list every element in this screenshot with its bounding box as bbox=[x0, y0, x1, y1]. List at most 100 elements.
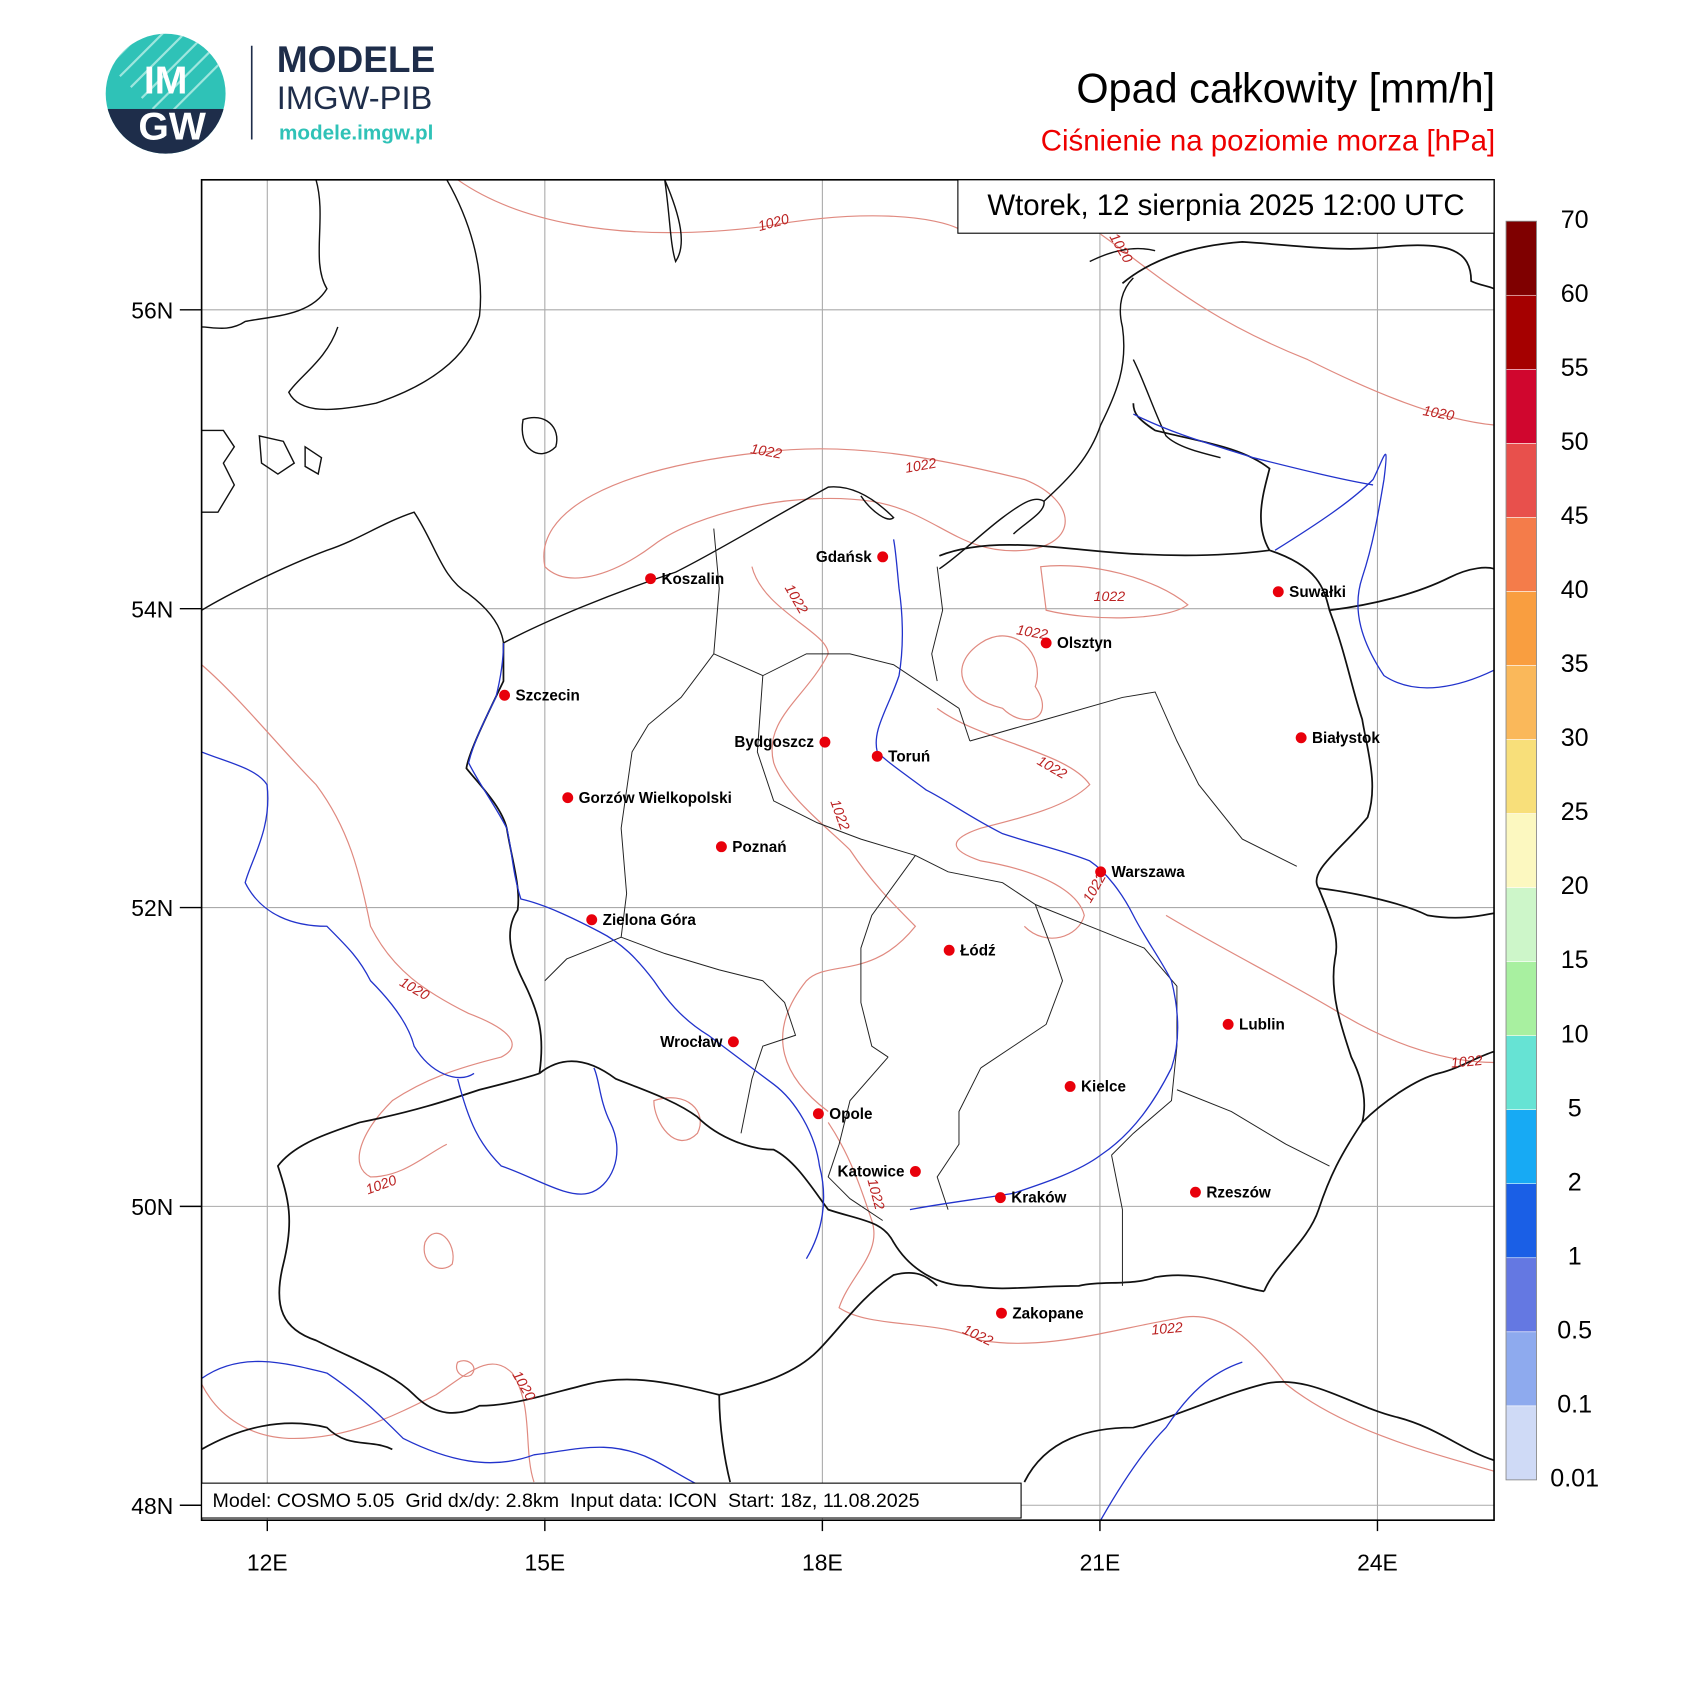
city-marker bbox=[1064, 1081, 1076, 1092]
colorbar-box bbox=[1505, 517, 1537, 592]
city-name: Bydgoszcz bbox=[734, 734, 814, 751]
footer-box bbox=[201, 1482, 1022, 1519]
brand-org: IMGW-PIB bbox=[277, 79, 433, 116]
city-marker bbox=[1040, 637, 1052, 649]
city-marker bbox=[1272, 586, 1284, 598]
valid-time: Wtorek, 12 sierpnia 2025 12:00 UTC bbox=[987, 189, 1464, 222]
isobar-label: 1020 bbox=[397, 974, 432, 1004]
city-marker bbox=[1095, 866, 1107, 878]
city-marker bbox=[1190, 1186, 1201, 1198]
city-marker bbox=[996, 1307, 1007, 1319]
city-name: Zakopane bbox=[1012, 1305, 1083, 1322]
colorbar-label: 40 bbox=[1561, 576, 1589, 604]
isobar-label: 1022 bbox=[1094, 589, 1126, 605]
axes: 12E 15E 18E 21E 24E 48N 50N 52N 54N 56N bbox=[131, 298, 1398, 1576]
map-frame bbox=[200, 178, 1495, 1522]
x-tick-label: 15E bbox=[524, 1549, 565, 1575]
colorbar-box bbox=[1505, 739, 1537, 814]
model-info: Model: COSMO 5.05 Grid dx/dy: 2.8km Inpu… bbox=[213, 1490, 920, 1512]
colorbar-box bbox=[1505, 220, 1537, 296]
colorbar-box bbox=[1505, 961, 1537, 1036]
isobar-label: 1022 bbox=[1080, 870, 1110, 905]
y-tick-label: 52N bbox=[131, 895, 173, 921]
isobar-label: 1022 bbox=[749, 441, 783, 462]
isobar-label: 1022 bbox=[1450, 1053, 1483, 1072]
city-name: Opole bbox=[829, 1106, 872, 1123]
city-marker bbox=[562, 792, 574, 804]
logo-text: IM bbox=[144, 59, 188, 103]
logo-text: GW bbox=[138, 104, 206, 148]
colorbar-label: 55 bbox=[1561, 354, 1589, 382]
city-name: Katowice bbox=[838, 1164, 905, 1181]
city-name: Warszawa bbox=[1112, 864, 1186, 881]
city-marker bbox=[1222, 1018, 1234, 1030]
city-marker bbox=[1295, 732, 1307, 744]
grid-layer bbox=[201, 179, 1495, 1521]
city-marker bbox=[871, 750, 883, 762]
isobar-label: 1022 bbox=[904, 456, 938, 477]
city-marker bbox=[909, 1166, 921, 1177]
colorbar-box bbox=[1505, 1183, 1537, 1259]
colorbar-label: 25 bbox=[1561, 798, 1589, 826]
city-marker bbox=[727, 1036, 739, 1048]
city-name: Białystok bbox=[1312, 730, 1380, 747]
colorbar-label: 60 bbox=[1561, 280, 1589, 308]
isobar-labels: 1020 1020 1020 1022 1022 1022 1022 1022 1022 1022… bbox=[364, 211, 1483, 1403]
isobar-label: 1022 bbox=[960, 1322, 995, 1350]
y-tick-label: 50N bbox=[131, 1194, 173, 1220]
city-name: Kielce bbox=[1081, 1079, 1126, 1096]
colorbar-box bbox=[1505, 591, 1537, 666]
title: Opad całkowity [mm/h] bbox=[1076, 65, 1495, 111]
rivers bbox=[201, 413, 1495, 1521]
isobar-label: 1022 bbox=[1034, 753, 1069, 783]
colorbar-label: 0.5 bbox=[1557, 1316, 1592, 1344]
city-name: Kraków bbox=[1011, 1190, 1066, 1207]
city-name: Suwałki bbox=[1289, 584, 1346, 601]
city-name: Poznań bbox=[732, 839, 786, 856]
logo: IM GW MODELE IMGW-PIB modele.imgw.pl bbox=[105, 33, 435, 154]
colorbar-box bbox=[1505, 1257, 1537, 1333]
national-borders bbox=[201, 241, 1495, 1483]
city-marker bbox=[943, 944, 955, 956]
y-tick-label: 56N bbox=[131, 298, 173, 324]
colorbar-box bbox=[1505, 887, 1537, 962]
colorbar-box bbox=[1505, 1405, 1537, 1481]
city-marker bbox=[877, 551, 889, 563]
colorbar-box bbox=[1505, 294, 1537, 370]
brand: MODELE bbox=[277, 38, 435, 80]
city-name: Szczecin bbox=[515, 687, 579, 704]
colorbar-label: 5 bbox=[1568, 1094, 1582, 1122]
y-tick-label: 48N bbox=[131, 1493, 173, 1519]
colorbar-label: 70 bbox=[1561, 206, 1589, 234]
x-tick-label: 18E bbox=[802, 1549, 843, 1575]
x-tick-label: 12E bbox=[247, 1549, 288, 1575]
subtitle: Ciśnienie na poziomie morza [hPa] bbox=[1041, 124, 1495, 157]
colorbar-label: 35 bbox=[1561, 650, 1589, 678]
colorbar-box bbox=[1505, 813, 1537, 888]
x-tick-label: 24E bbox=[1357, 1549, 1398, 1575]
colorbar-label: 10 bbox=[1561, 1020, 1589, 1048]
colorbar-box bbox=[1505, 443, 1537, 518]
voivodeship-borders bbox=[544, 528, 1330, 1286]
isobar-label: 1022 bbox=[1015, 622, 1049, 643]
colorbar-label: 50 bbox=[1561, 428, 1589, 456]
isobar-label: 1020 bbox=[1422, 403, 1456, 424]
x-tick-label: 21E bbox=[1080, 1549, 1121, 1575]
isobar-label: 1020 bbox=[1106, 231, 1136, 266]
colorbar-label: 0.1 bbox=[1557, 1390, 1592, 1418]
city-marker bbox=[819, 736, 831, 748]
isobars bbox=[201, 179, 1495, 1483]
city-name: Koszalin bbox=[661, 571, 724, 588]
colorbar-label: 2 bbox=[1568, 1168, 1582, 1196]
map-geometry bbox=[201, 179, 1495, 1521]
city-marker bbox=[499, 689, 510, 701]
y-tick-label: 54N bbox=[131, 596, 173, 622]
colorbar-frame bbox=[1505, 220, 1537, 1481]
colorbar-box bbox=[1505, 1331, 1537, 1407]
colorbar-box bbox=[1505, 1035, 1537, 1110]
city-name: Rzeszów bbox=[1206, 1184, 1271, 1201]
city-name: Toruń bbox=[888, 748, 930, 765]
